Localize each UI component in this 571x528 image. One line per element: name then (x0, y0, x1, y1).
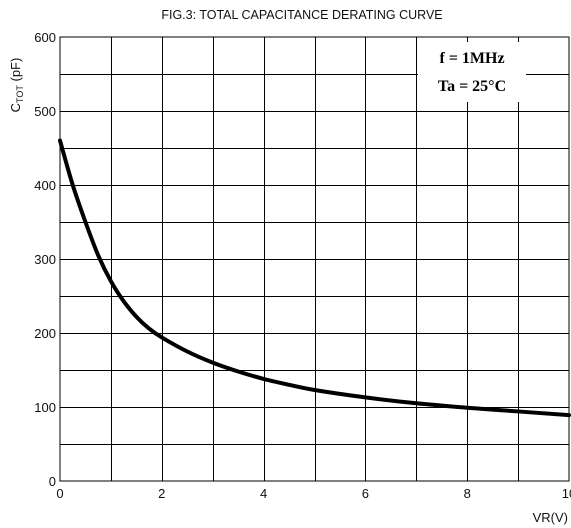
y-tick-label: 500 (34, 104, 56, 119)
annotation-frequency: f = 1MHz (439, 50, 504, 67)
y-tick-labels: 0 100 200 300 400 500 600 (34, 30, 56, 489)
y-tick-label: 200 (34, 326, 56, 341)
y-axis-label: CTOT (pF) (8, 58, 25, 113)
x-tick-label: 0 (56, 486, 63, 501)
annotation-temperature: Ta = 25°C (438, 78, 506, 95)
x-tick-label: 4 (260, 486, 267, 501)
y-tick-label: 0 (49, 474, 56, 489)
series-line-capacitance (58, 138, 571, 418)
x-axis-label: VR(V) (533, 510, 568, 525)
y-tick-label: 400 (34, 178, 56, 193)
y-tick-label: 100 (34, 400, 56, 415)
x-tick-label: 2 (158, 486, 165, 501)
chart-title: FIG.3: TOTAL CAPACITANCE DERATING CURVE (161, 8, 442, 22)
x-tick-label: 8 (464, 486, 471, 501)
x-tick-label: 6 (362, 486, 369, 501)
y-tick-label: 600 (34, 30, 56, 45)
x-tick-labels: 0 2 4 6 8 10 (56, 486, 571, 501)
grid (60, 37, 569, 481)
legend-box-background (418, 42, 526, 102)
plot-frame (59, 36, 570, 482)
x-tick-label: 10 (562, 486, 571, 501)
y-tick-label: 300 (34, 252, 56, 267)
